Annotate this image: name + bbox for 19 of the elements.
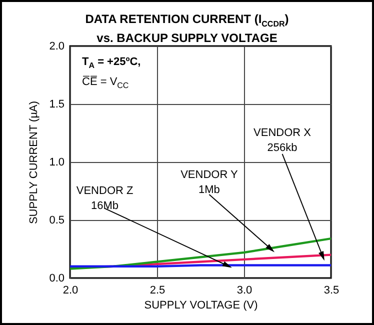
y-axis-title: SUPPLY CURRENT (µA) xyxy=(28,100,40,224)
y-tick-label: 0.0 xyxy=(49,272,64,284)
x-tick-label: 3.5 xyxy=(324,284,340,296)
y-tick-label: 2.0 xyxy=(49,40,64,52)
text: VENDOR Y 1Mb xyxy=(180,168,238,196)
x-tick-label: 2.5 xyxy=(150,284,166,296)
x-axis-title: SUPPLY VOLTAGE (V) xyxy=(144,300,258,312)
annotation: C̅E̅ = V$_{CC}$ xyxy=(82,74,130,92)
chart-subtitle: vs. BACKUP SUPPLY VOLTAGE xyxy=(96,31,278,46)
y-tick-label: 0.5 xyxy=(49,214,64,226)
chart-title: DATA RETENTION CURRENT (I$_{CCDR}$) xyxy=(84,12,290,30)
y-tick-label: 1.0 xyxy=(49,156,64,168)
annotation: T$_{A}$ = +25ºC, xyxy=(82,55,141,72)
x-tick-label: 2.0 xyxy=(62,284,78,296)
y-tick-label: 1.5 xyxy=(49,98,64,110)
line-series xyxy=(70,237,331,270)
text: VENDOR X 256kb xyxy=(254,127,312,154)
text: VENDOR Z 16Mb xyxy=(76,185,134,212)
x-tick-label: 3.0 xyxy=(236,284,252,296)
